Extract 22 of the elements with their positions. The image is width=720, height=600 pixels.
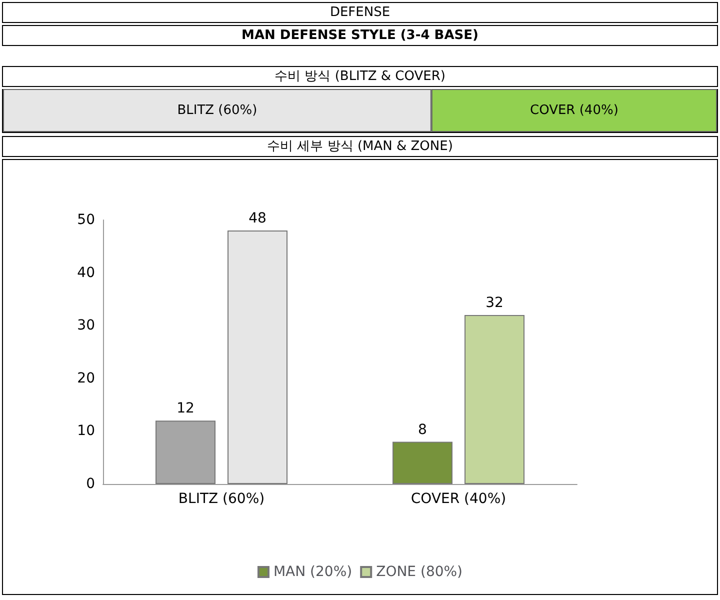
bar [392, 442, 452, 484]
data-label: 32 [486, 295, 504, 312]
bar [464, 315, 524, 484]
y-tick-label: 40 [77, 264, 95, 281]
chart-subtitle: MAN DEFENSE STYLE (3-4 BASE) [2, 25, 718, 46]
chart-title: 수비 세부 방식 (MAN & ZONE) [2, 136, 718, 157]
data-label: 48 [248, 210, 266, 227]
chart-title: DEFENSE [2, 2, 718, 23]
y-tick-label: 30 [77, 318, 95, 334]
y-tick-label: 50 [77, 212, 95, 228]
series-label: BLITZ (60%) [177, 103, 258, 118]
y-tick-label: 20 [77, 370, 95, 386]
data-label: 8 [418, 422, 427, 438]
bar [156, 420, 216, 484]
legend-label: ZONE (80%) [376, 564, 463, 580]
text: 수비 방식 (BLITZ & COVER) [2, 66, 718, 87]
bar [228, 230, 288, 484]
data-label: 12 [176, 400, 194, 417]
y-tick-label: 0 [86, 476, 95, 492]
series-label: COVER (40%) [530, 103, 618, 118]
legend-label: MAN (20%) [273, 564, 352, 580]
y-tick-label: 10 [77, 423, 95, 440]
